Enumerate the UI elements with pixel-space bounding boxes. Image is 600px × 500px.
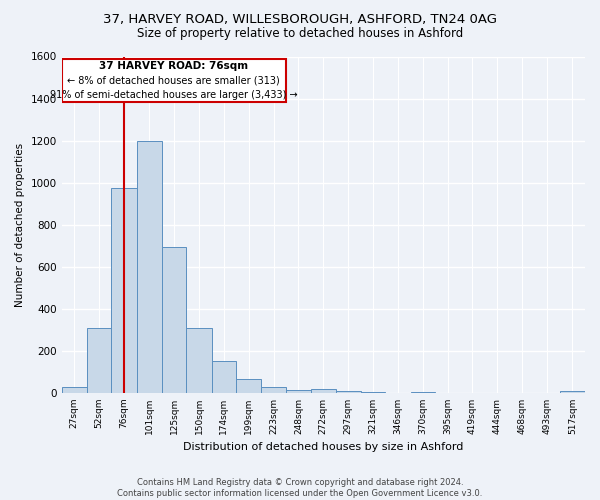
Bar xyxy=(410,392,435,393)
Bar xyxy=(286,390,311,393)
Bar xyxy=(361,392,385,393)
Bar xyxy=(187,328,212,393)
Bar xyxy=(236,380,262,393)
Bar xyxy=(62,386,87,393)
Bar xyxy=(137,140,162,393)
Bar xyxy=(335,391,361,393)
Text: Size of property relative to detached houses in Ashford: Size of property relative to detached ho… xyxy=(137,28,463,40)
Y-axis label: Number of detached properties: Number of detached properties xyxy=(15,142,25,307)
Bar xyxy=(212,362,236,393)
Text: ← 8% of detached houses are smaller (313): ← 8% of detached houses are smaller (313… xyxy=(67,75,280,85)
Text: 91% of semi-detached houses are larger (3,433) →: 91% of semi-detached houses are larger (… xyxy=(50,90,298,100)
FancyBboxPatch shape xyxy=(62,58,286,102)
Text: 37 HARVEY ROAD: 76sqm: 37 HARVEY ROAD: 76sqm xyxy=(99,61,248,71)
Bar xyxy=(311,388,335,393)
Bar xyxy=(112,188,137,393)
Bar xyxy=(162,247,187,393)
Text: Contains HM Land Registry data © Crown copyright and database right 2024.
Contai: Contains HM Land Registry data © Crown c… xyxy=(118,478,482,498)
Bar xyxy=(560,391,585,393)
Bar xyxy=(262,386,286,393)
Text: 37, HARVEY ROAD, WILLESBOROUGH, ASHFORD, TN24 0AG: 37, HARVEY ROAD, WILLESBOROUGH, ASHFORD,… xyxy=(103,12,497,26)
X-axis label: Distribution of detached houses by size in Ashford: Distribution of detached houses by size … xyxy=(183,442,464,452)
Bar xyxy=(87,328,112,393)
